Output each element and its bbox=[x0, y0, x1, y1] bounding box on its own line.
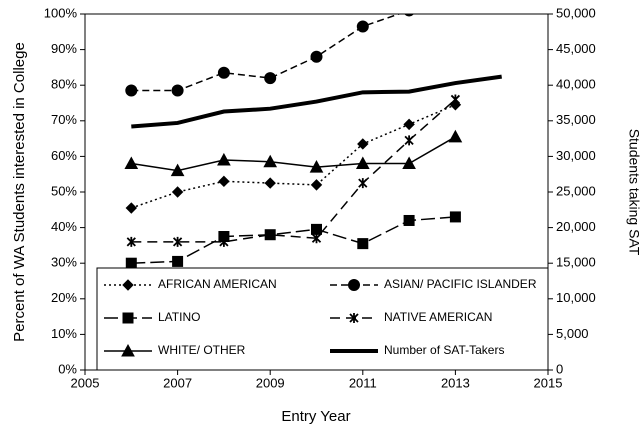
legend-marker bbox=[121, 343, 135, 357]
legend-marker bbox=[122, 279, 134, 291]
y-tick-label: 80% bbox=[51, 77, 77, 92]
marker bbox=[171, 186, 184, 198]
marker bbox=[404, 14, 414, 17]
y2-tick-label: 50,000 bbox=[556, 5, 596, 20]
marker bbox=[218, 175, 230, 188]
series-line bbox=[131, 98, 456, 243]
legend-label: AFRICAN AMERICAN bbox=[158, 277, 277, 291]
y-tick-label: 40% bbox=[51, 219, 77, 234]
y-tick-label: 10% bbox=[51, 326, 77, 341]
y-tick-label: 20% bbox=[51, 290, 77, 305]
y2-tick-label: 15,000 bbox=[556, 255, 596, 270]
marker bbox=[124, 156, 139, 170]
marker bbox=[402, 156, 416, 170]
marker bbox=[309, 160, 324, 173]
series-line bbox=[131, 104, 456, 209]
marker bbox=[172, 236, 183, 247]
y2-tick-label: 35,000 bbox=[556, 112, 596, 127]
legend-marker bbox=[348, 279, 360, 291]
x-axis-label: Entry Year bbox=[281, 408, 350, 425]
y-tick-label: 100% bbox=[44, 5, 78, 20]
marker bbox=[171, 84, 184, 97]
marker bbox=[125, 257, 137, 269]
legend-label: ASIAN/ PACIFIC ISLANDER bbox=[384, 277, 537, 291]
x-tick-label: 2013 bbox=[441, 375, 470, 390]
marker bbox=[404, 135, 414, 146]
x-tick-label: 2011 bbox=[349, 375, 377, 390]
legend-marker bbox=[349, 313, 359, 323]
marker bbox=[264, 177, 276, 189]
marker bbox=[310, 50, 323, 63]
marker bbox=[311, 233, 322, 244]
x-tick-label: 2009 bbox=[256, 375, 285, 390]
marker bbox=[403, 214, 415, 226]
series-line bbox=[131, 74, 502, 129]
marker bbox=[125, 202, 138, 214]
legend-label: WHITE/ OTHER bbox=[158, 343, 246, 357]
series-line bbox=[131, 136, 456, 172]
legend-marker bbox=[122, 312, 134, 324]
y2-tick-label: 10,000 bbox=[556, 290, 596, 305]
y2-tick-label: 30,000 bbox=[556, 148, 596, 163]
x-tick-label: 2005 bbox=[71, 375, 100, 390]
marker bbox=[311, 223, 322, 235]
marker bbox=[170, 163, 185, 177]
marker bbox=[356, 20, 369, 33]
marker bbox=[450, 94, 461, 105]
marker bbox=[449, 211, 461, 223]
y2-tick-label: 5,000 bbox=[556, 326, 589, 341]
x-tick-label: 2015 bbox=[534, 375, 563, 390]
y-tick-label: 90% bbox=[51, 41, 77, 56]
legend-label: Number of SAT-Takers bbox=[384, 343, 504, 357]
marker bbox=[357, 238, 369, 250]
marker bbox=[125, 84, 138, 97]
marker bbox=[126, 236, 136, 247]
marker bbox=[310, 179, 323, 191]
marker bbox=[357, 138, 369, 150]
y2-tick-label: 40,000 bbox=[556, 77, 596, 92]
y-tick-label: 70% bbox=[51, 112, 77, 127]
marker bbox=[263, 154, 278, 168]
marker bbox=[355, 156, 370, 170]
marker bbox=[448, 129, 463, 143]
marker bbox=[219, 236, 229, 247]
legend-label: NATIVE AMERICAN bbox=[384, 310, 492, 324]
legend bbox=[96, 267, 549, 371]
y-axis-label: Percent of WA Students interested in Col… bbox=[11, 42, 28, 342]
y-tick-label: 0% bbox=[58, 361, 77, 376]
y-tick-label: 50% bbox=[51, 183, 77, 198]
marker bbox=[217, 66, 230, 79]
marker bbox=[403, 118, 415, 131]
y2-axis-label: Students taking SAT bbox=[626, 129, 642, 256]
plot-area bbox=[124, 14, 502, 269]
y2-tick-label: 25,000 bbox=[556, 183, 596, 198]
y-tick-label: 60% bbox=[51, 148, 77, 163]
x-tick-label: 2007 bbox=[163, 375, 192, 390]
y2-tick-label: 0 bbox=[556, 361, 563, 376]
y2-tick-label: 45,000 bbox=[556, 41, 596, 56]
y-tick-label: 30% bbox=[51, 255, 77, 270]
y2-tick-label: 20,000 bbox=[556, 219, 596, 234]
marker bbox=[264, 72, 277, 85]
marker bbox=[358, 178, 368, 189]
legend-label: LATINO bbox=[158, 310, 200, 324]
marker bbox=[217, 152, 231, 166]
marker bbox=[172, 255, 184, 267]
marker bbox=[265, 229, 275, 240]
